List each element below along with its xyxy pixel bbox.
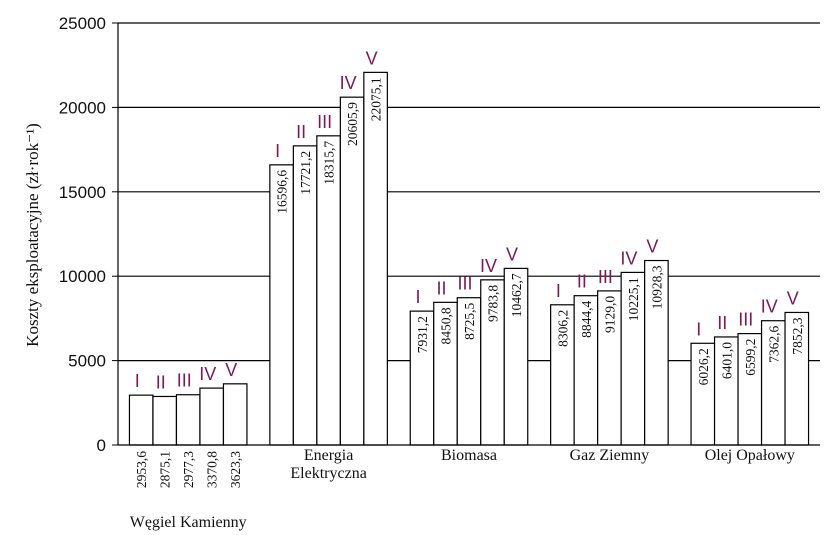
variant-label: III: [598, 267, 613, 287]
bar-value-label: 18315,7: [322, 141, 337, 185]
variant-label: V: [787, 288, 799, 308]
bar-value-label: 8306,2: [555, 310, 570, 347]
variant-label: II: [156, 372, 166, 392]
variant-label: III: [457, 274, 472, 294]
labels-layer: 05000100001500020000250002953,6I2875,1II…: [59, 14, 805, 531]
variant-label: IV: [199, 364, 216, 384]
y-tick-label: 5000: [68, 352, 106, 371]
bar-value-label: 22075,1: [369, 77, 384, 121]
bar-value-label: 7852,3: [790, 317, 805, 354]
variant-label: IV: [340, 73, 357, 93]
variant-label: I: [135, 371, 140, 391]
y-tick-label: 25000: [59, 14, 106, 33]
category-label: Węgiel Kamienny: [130, 514, 247, 531]
y-tick-label: 20000: [59, 98, 106, 117]
bar: [222, 383, 248, 446]
category-label: Olej Opałowy: [705, 447, 795, 464]
bar-value-label: 6026,2: [696, 348, 711, 385]
variant-label: IV: [480, 256, 497, 276]
bar: [199, 387, 225, 446]
bar-value-label: 9129,0: [602, 296, 617, 333]
variant-label: I: [696, 319, 701, 339]
variant-label: III: [738, 310, 753, 330]
bars-layer: [128, 71, 810, 446]
bar-value-label: 10225,1: [626, 277, 641, 321]
category-label: Biomasa: [441, 447, 497, 464]
y-tick-label: 15000: [59, 183, 106, 202]
bar-value-label: 7931,2: [415, 316, 430, 353]
bar-value-label: 9783,8: [486, 285, 501, 322]
variant-label: I: [275, 141, 280, 161]
category-label: Energia: [304, 447, 353, 464]
bar-value-label: 3623,3: [228, 451, 243, 488]
y-tick-label: 10000: [59, 267, 106, 286]
bar-value-label: 3370,8: [205, 451, 220, 488]
variant-label: I: [415, 287, 420, 307]
bar-value-label: 6401,0: [719, 342, 734, 379]
bar: [175, 394, 201, 446]
bar-value-label: 10462,7: [509, 273, 524, 317]
variant-label: II: [577, 272, 587, 292]
bar-value-label: 20605,9: [345, 102, 360, 146]
bar-value-label: 7362,6: [766, 325, 781, 362]
bar-value-label: 6599,2: [743, 339, 758, 376]
bar-value-label: 8844,4: [579, 300, 594, 337]
bar-value-label: 2977,3: [181, 451, 196, 488]
axes: [112, 22, 820, 446]
variant-label: V: [646, 237, 658, 257]
variant-label: V: [366, 48, 378, 68]
bar: [152, 395, 178, 446]
bar: [339, 96, 365, 446]
variant-label: III: [177, 371, 192, 391]
bar-value-label: 17721,2: [298, 151, 313, 195]
bar-value-label: 16596,6: [275, 170, 290, 214]
variant-label: III: [317, 112, 332, 132]
y-axis-title: Koszty eksploatacyjne (zł·rok⁻¹): [23, 123, 42, 347]
variant-label: II: [717, 313, 727, 333]
variant-label: I: [556, 281, 561, 301]
variant-label: V: [506, 244, 518, 264]
bar-value-label: 8725,5: [462, 302, 477, 339]
bar-value-label: 8450,8: [439, 307, 454, 344]
category-label: Gaz Ziemny: [570, 447, 650, 464]
variant-label: V: [225, 360, 237, 380]
variant-label: IV: [620, 248, 637, 268]
variant-label: II: [436, 278, 446, 298]
y-tick-label: 0: [97, 436, 106, 455]
category-label: Elektryczna: [290, 465, 366, 482]
variant-label: IV: [761, 297, 778, 317]
bar-value-label: 10928,3: [649, 265, 664, 309]
variant-label: II: [296, 122, 306, 142]
bar: [128, 394, 154, 446]
bar-value-label: 2875,1: [158, 451, 173, 488]
bar-value-label: 2953,6: [134, 451, 149, 488]
bar: [363, 71, 388, 446]
